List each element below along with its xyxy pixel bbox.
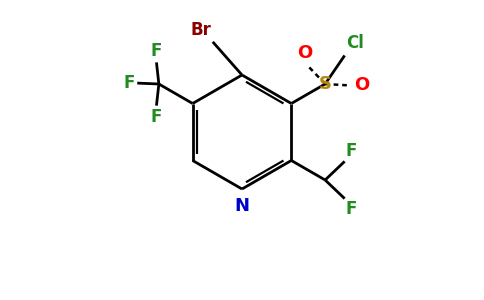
- Text: F: F: [151, 108, 162, 126]
- Text: Br: Br: [190, 21, 211, 39]
- Text: O: O: [297, 44, 313, 62]
- Text: F: F: [346, 200, 357, 218]
- Text: F: F: [123, 74, 135, 92]
- Text: Cl: Cl: [346, 34, 364, 52]
- Text: F: F: [151, 42, 162, 60]
- Text: N: N: [235, 197, 249, 215]
- Text: S: S: [318, 75, 332, 93]
- Text: O: O: [354, 76, 369, 94]
- Text: F: F: [346, 142, 357, 160]
